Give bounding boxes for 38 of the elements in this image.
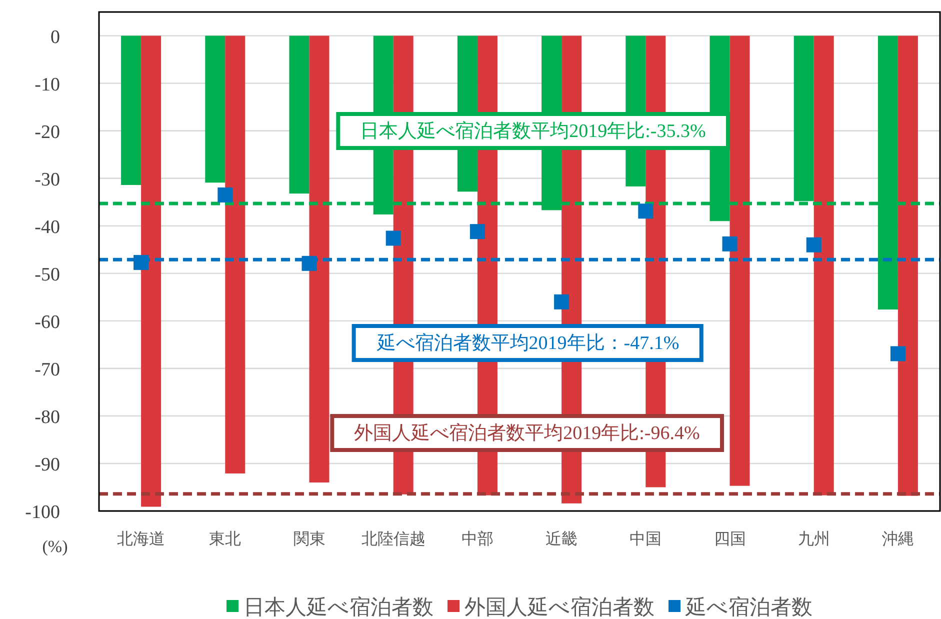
x-tick-label: 北陸信越: [361, 530, 426, 548]
point: [806, 237, 822, 252]
y-tick-label: -80: [34, 406, 60, 428]
legend-label: 外国人延べ宿泊者数: [464, 595, 654, 619]
y-tick-label: -20: [34, 122, 60, 143]
x-tick-label: 九州: [798, 530, 830, 548]
y-tick-label: -40: [34, 216, 60, 238]
point: [638, 204, 654, 219]
legend-label: 延べ宿泊者数: [684, 595, 812, 619]
ref-line-label: 外国人延べ宿泊者数平均2019年比:-96.4%: [354, 422, 700, 444]
x-tick-label: 中部: [461, 530, 494, 548]
y-axis-title: (%): [42, 537, 68, 556]
y-tick-label: -100: [25, 502, 60, 523]
point: [554, 294, 570, 310]
point: [302, 256, 317, 271]
y-tick-label: 0: [50, 26, 60, 48]
point: [218, 187, 233, 202]
point: [890, 346, 906, 362]
y-tick-label: -90: [34, 454, 60, 476]
y-tick-label: -30: [34, 169, 60, 190]
point: [722, 236, 738, 252]
y-tick-label: -70: [34, 359, 60, 380]
x-tick-label: 近畿: [546, 530, 578, 548]
y-tick-label: -10: [34, 74, 60, 96]
legend-label: 日本人延べ宿泊者数: [244, 595, 434, 619]
x-tick-label: 北海道: [117, 530, 166, 548]
ref-line-label: 日本人延べ宿泊者数平均2019年比:-35.3%: [360, 120, 706, 142]
x-tick-label: 四国: [714, 531, 746, 548]
y-tick-label: -60: [34, 312, 60, 333]
point: [470, 224, 485, 240]
y-tick-label: -50: [34, 264, 60, 286]
x-tick-label: 中国: [630, 530, 662, 548]
ref-line-label: 延べ宿泊者数平均2019年比：-47.1%: [376, 332, 680, 354]
point: [134, 254, 149, 270]
x-tick-label: 関東: [293, 530, 326, 548]
x-tick-label: 東北: [209, 530, 242, 548]
x-tick-label: 沖縄: [882, 530, 914, 548]
point: [386, 230, 401, 246]
